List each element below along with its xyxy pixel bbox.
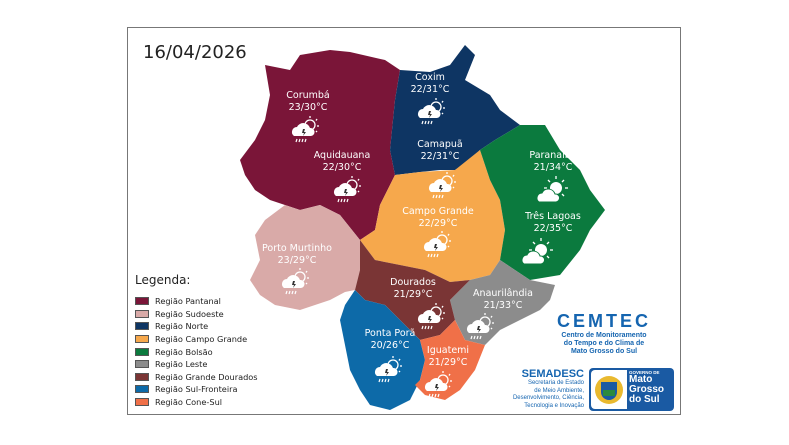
cemtec-line: Mato Grosso do Sul [570, 348, 638, 355]
legend-item: Região Pantanal [135, 295, 258, 308]
region-campo-grande [360, 150, 505, 282]
rain-thunder-sun-icon [333, 176, 362, 203]
rain-thunder-sun-icon [424, 371, 453, 398]
legend-item: Região Campo Grande [135, 333, 258, 346]
semadesc-name: SEMADESC [521, 368, 584, 380]
gov-small: GOVERNO DE [629, 370, 660, 375]
city-label-ponta-pora: Ponta Porã 20/26°C [364, 328, 416, 351]
legend-swatch [135, 297, 149, 306]
gov-line: do Sul [629, 394, 660, 405]
cemtec-logo: CEMTEC Centro de Monitoramento do Tempo … [548, 311, 660, 356]
legend-label: Região Norte [155, 321, 209, 332]
legend-swatch [135, 385, 149, 394]
region-norte [390, 45, 520, 175]
gov-line: Mato [629, 374, 653, 385]
semadesc-line: de Meio Ambiente, [534, 387, 584, 394]
legend-item: Região Leste [135, 358, 258, 371]
legend-label: Região Bolsão [155, 346, 213, 357]
legend-swatch [135, 360, 149, 369]
cemtec-name: CEMTEC [557, 311, 651, 331]
legend-label: Região Cone-Sul [155, 397, 223, 408]
region-sudoeste [250, 205, 360, 310]
legend-item: Região Bolsão [135, 345, 258, 358]
legend-item: Região Cone-Sul [135, 396, 258, 409]
rain-thunder-sun-icon [466, 313, 495, 340]
legend-item: Região Sudoeste [135, 308, 258, 321]
governo-ms-logo: GOVERNO DE Mato Grosso do Sul [589, 368, 674, 411]
gov-line: Grosso [629, 384, 665, 395]
legend-label: Região Pantanal [155, 296, 221, 307]
legend-swatch [135, 398, 149, 407]
city-label-iguatemi: Iguatemi 21/29°C [426, 345, 470, 368]
city-label-corumba: Corumbá 23/30°C [286, 90, 330, 113]
city-label-campo-grande: Campo Grande 22/29°C [402, 206, 474, 229]
legend-item: Região Sul-Fronteira [135, 383, 258, 396]
rain-thunder-sun-icon [417, 303, 446, 330]
legend-swatch [135, 322, 149, 331]
rain-thunder-sun-icon [281, 268, 310, 295]
legend-item: Região Grande Dourados [135, 371, 258, 384]
semadesc-line: Desenvolvimento, Ciência, [512, 395, 584, 401]
city-label-anaurilandia: Anaurilândia 21/33°C [473, 288, 533, 311]
semadesc-line: Secretaria de Estado [527, 380, 584, 386]
legend-title: Legenda: [135, 273, 191, 287]
legend-item: Região Norte [135, 320, 258, 333]
city-label-aquidauana: Aquidauana 22/30°C [313, 150, 371, 173]
legend-label: Região Sul-Fronteira [155, 384, 238, 395]
city-label-dourados: Dourados 21/29°C [390, 277, 436, 300]
partly-cloudy-icon [521, 238, 554, 265]
rain-thunder-sun-icon [428, 172, 457, 199]
forecast-date: 16/04/2026 [143, 42, 247, 63]
state-seal-icon [591, 370, 627, 409]
region-sul-fronteira [340, 290, 425, 410]
rain-thunder-sun-icon [374, 356, 403, 383]
legend-label: Região Sudoeste [155, 308, 224, 319]
region-grande-dourados [355, 240, 470, 340]
legend-swatch [135, 372, 149, 381]
city-label-porto-murtinho: Porto Murtinho 23/29°C [261, 243, 333, 266]
city-label-tres-lagoas: Três Lagoas 22/35°C [525, 211, 581, 234]
cemtec-line: Centro de Monitoramento [561, 332, 647, 339]
legend-label: Região Grande Dourados [155, 371, 258, 382]
legend-swatch [135, 335, 149, 344]
semadesc-line: Tecnologia e Inovação [524, 402, 584, 409]
cemtec-line: do Tempo e do Clima de [563, 340, 645, 347]
rain-thunder-sun-icon [417, 98, 446, 125]
city-label-coxim: Coxim 22/31°C [410, 72, 450, 95]
legend: Legenda: Região Pantanal Região Sudoeste R… [135, 273, 258, 408]
legend-swatch [135, 347, 149, 356]
legend-label: Região Leste [155, 359, 208, 370]
rain-thunder-sun-icon [291, 116, 320, 143]
partly-cloudy-icon [536, 176, 569, 203]
rain-thunder-sun-icon [423, 231, 452, 258]
semadesc-logo: SEMADESC Secretaria de Estado de Meio Am… [500, 368, 584, 410]
legend-label: Região Campo Grande [155, 334, 248, 345]
city-label-camapua: Camapuã 22/31°C [417, 139, 463, 162]
legend-swatch [135, 309, 149, 318]
region-pantanal [240, 50, 400, 240]
city-label-paranaiba: Paranaíba 21/34°C [529, 150, 577, 173]
